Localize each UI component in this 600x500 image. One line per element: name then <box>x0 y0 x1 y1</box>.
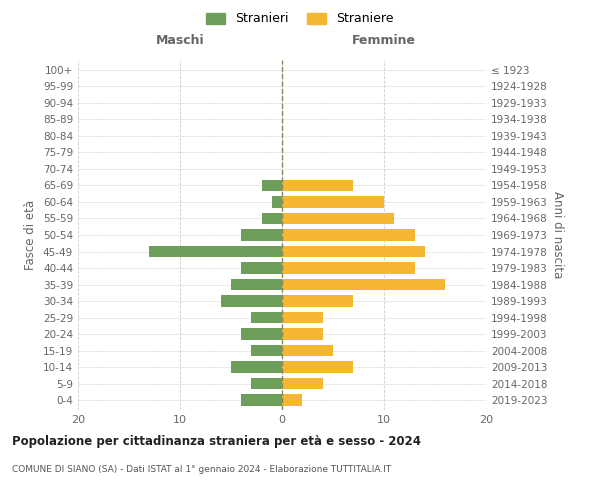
Bar <box>282 328 323 340</box>
Bar <box>282 196 384 208</box>
Bar <box>282 312 323 324</box>
Bar <box>231 362 282 373</box>
Legend: Stranieri, Straniere: Stranieri, Straniere <box>203 8 397 29</box>
Bar <box>282 362 353 373</box>
Bar <box>282 394 302 406</box>
Bar <box>282 246 425 258</box>
Y-axis label: Fasce di età: Fasce di età <box>25 200 37 270</box>
Bar <box>282 279 445 290</box>
Bar <box>241 328 282 340</box>
Text: Femmine: Femmine <box>352 34 416 47</box>
Bar <box>231 279 282 290</box>
Bar <box>251 378 282 390</box>
Bar <box>241 229 282 241</box>
Bar <box>262 212 282 224</box>
Bar <box>272 196 282 208</box>
Text: COMUNE DI SIANO (SA) - Dati ISTAT al 1° gennaio 2024 - Elaborazione TUTTITALIA.I: COMUNE DI SIANO (SA) - Dati ISTAT al 1° … <box>12 465 391 474</box>
Bar <box>282 378 323 390</box>
Text: Maschi: Maschi <box>155 34 205 47</box>
Y-axis label: Anni di nascita: Anni di nascita <box>551 192 564 278</box>
Bar <box>262 180 282 192</box>
Text: Popolazione per cittadinanza straniera per età e sesso - 2024: Popolazione per cittadinanza straniera p… <box>12 435 421 448</box>
Bar <box>241 394 282 406</box>
Bar <box>282 262 415 274</box>
Bar <box>282 212 394 224</box>
Bar <box>282 229 415 241</box>
Bar <box>251 345 282 356</box>
Bar <box>221 296 282 307</box>
Bar <box>282 180 353 192</box>
Bar <box>251 312 282 324</box>
Bar <box>282 345 333 356</box>
Bar <box>149 246 282 258</box>
Bar <box>241 262 282 274</box>
Bar <box>282 296 353 307</box>
